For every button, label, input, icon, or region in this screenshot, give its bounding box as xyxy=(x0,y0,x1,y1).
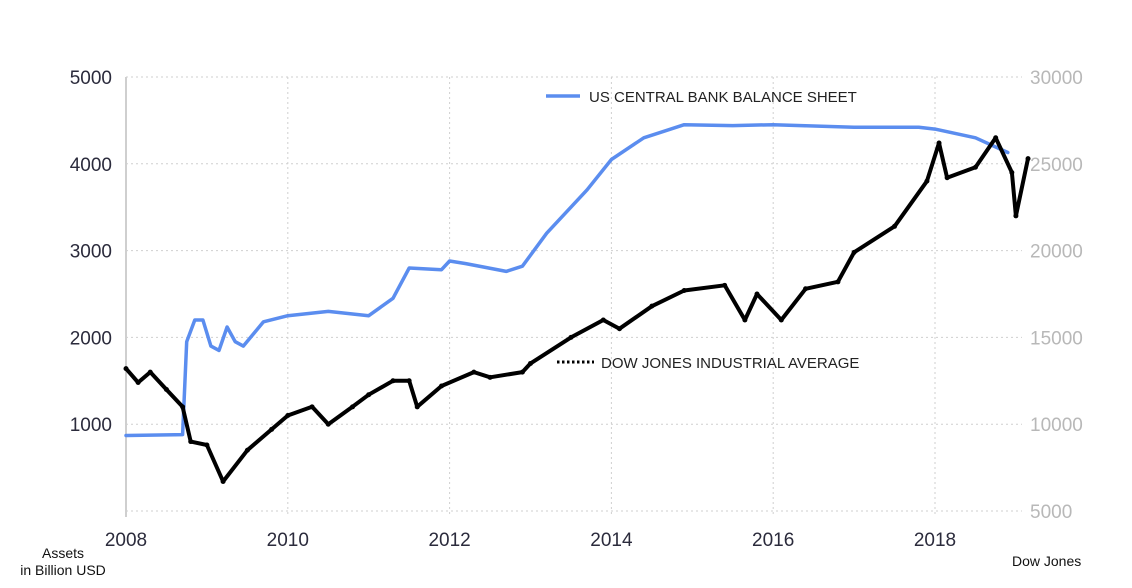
right-axis-note: Dow Jones xyxy=(1012,553,1082,569)
data-point xyxy=(681,288,687,294)
data-point xyxy=(220,478,226,484)
left-axis-note-line2: in Billion USD xyxy=(20,562,106,578)
x-tick-label: 2008 xyxy=(105,530,147,551)
data-point xyxy=(188,439,194,445)
left-axis-note-line1: Assets xyxy=(41,545,84,561)
data-point xyxy=(147,369,153,375)
data-point xyxy=(803,286,809,292)
legend-label-balance-sheet: US CENTRAL BANK BALANCE SHEET xyxy=(589,89,857,106)
y2-tick-label: 5000 xyxy=(1030,502,1072,523)
data-point xyxy=(993,135,999,141)
data-point xyxy=(1013,213,1019,219)
data-point xyxy=(390,378,396,384)
data-point xyxy=(722,282,728,288)
data-point xyxy=(924,178,930,184)
data-point xyxy=(414,404,420,410)
data-point xyxy=(528,360,533,366)
y-tick-label: 2000 xyxy=(70,328,112,349)
data-point xyxy=(180,404,186,410)
data-point xyxy=(742,317,748,323)
y-tick-label: 5000 xyxy=(70,68,112,89)
data-point xyxy=(123,366,129,372)
y2-tick-label: 30000 xyxy=(1030,68,1083,89)
data-point xyxy=(835,279,841,285)
series-balance-sheet-line xyxy=(124,122,1010,438)
data-point xyxy=(244,447,250,453)
data-point xyxy=(204,442,210,448)
x-tick-label: 2010 xyxy=(267,530,309,551)
data-point xyxy=(754,291,760,297)
data-point xyxy=(487,374,493,380)
x-tick-label: 2014 xyxy=(590,530,633,551)
x-tick-label: 2016 xyxy=(752,530,794,551)
data-point xyxy=(1009,169,1015,175)
data-point xyxy=(135,380,141,386)
data-point xyxy=(163,386,169,392)
data-point xyxy=(972,164,978,170)
data-point xyxy=(325,421,331,427)
legend-label-dow-jones: DOW JONES INDUSTRIAL AVERAGE xyxy=(601,355,859,372)
x-tick-label: 2018 xyxy=(914,530,956,551)
data-point xyxy=(285,413,291,419)
data-point xyxy=(936,140,942,146)
y-tick-label: 3000 xyxy=(70,242,112,263)
y2-tick-label: 20000 xyxy=(1030,242,1083,263)
data-point xyxy=(519,369,525,375)
data-point xyxy=(778,317,784,323)
data-point xyxy=(350,404,356,410)
data-point xyxy=(269,426,275,432)
y2-tick-label: 10000 xyxy=(1030,415,1083,436)
data-point xyxy=(309,404,315,410)
data-point xyxy=(851,249,857,255)
y2-tick-label: 15000 xyxy=(1030,328,1083,349)
left-axis-note: Assets in Billion USD xyxy=(8,545,118,579)
data-point xyxy=(366,392,372,398)
data-point xyxy=(471,369,477,375)
data-point xyxy=(406,378,412,384)
data-point xyxy=(649,303,655,309)
data-point xyxy=(616,326,622,332)
y-tick-label: 1000 xyxy=(70,415,112,436)
data-point xyxy=(439,383,445,389)
data-point xyxy=(892,223,898,229)
y2-tick-label: 25000 xyxy=(1030,155,1083,176)
data-point xyxy=(600,317,606,323)
series-dow-jones-line xyxy=(124,135,1030,484)
data-point xyxy=(568,334,574,340)
y-tick-label: 4000 xyxy=(70,155,112,176)
x-tick-label: 2012 xyxy=(428,530,470,551)
data-point xyxy=(944,175,950,181)
data-point xyxy=(1025,156,1031,162)
